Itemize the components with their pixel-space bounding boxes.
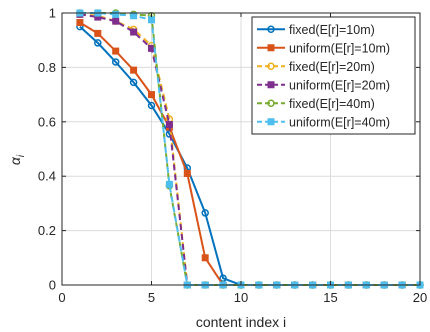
data-point — [201, 254, 209, 262]
tick-labels: 0 5 10 15 20 0 0.2 0.4 0.6 0.8 1 — [38, 6, 427, 306]
legend-label: fixed(E[r]=10m) — [289, 23, 375, 37]
y-tick-label: 0.4 — [38, 169, 56, 184]
data-point — [111, 58, 120, 66]
x-axis-label: content index i — [196, 314, 286, 330]
data-point — [267, 81, 275, 89]
data-point — [183, 169, 191, 177]
y-axis-label: αi — [7, 154, 27, 165]
x-tick-label: 0 — [58, 290, 65, 305]
data-point — [112, 10, 120, 18]
data-point — [130, 12, 138, 20]
data-point — [165, 180, 173, 188]
data-point — [76, 19, 84, 27]
legend-box — [251, 16, 416, 135]
data-point — [165, 121, 173, 129]
data-point — [94, 29, 102, 37]
y-tick-label: 0.6 — [38, 114, 56, 129]
y-tick-label: 0 — [49, 278, 56, 293]
legend-label: fixed(E[r]=20m) — [289, 60, 375, 74]
x-tick-label: 20 — [413, 290, 427, 305]
data-point — [267, 118, 275, 126]
data-point — [112, 47, 120, 55]
data-point — [94, 39, 102, 47]
legend-item: uniform(E[r]=10m) — [257, 41, 390, 55]
data-point — [130, 66, 138, 74]
x-tick-label: 10 — [234, 290, 248, 305]
legend-item: fixed(E[r]=40m) — [257, 97, 375, 111]
data-point — [148, 91, 155, 99]
data-point — [148, 16, 155, 24]
data-point — [267, 44, 275, 52]
legend-label: uniform(E[r]=40m) — [289, 115, 390, 129]
data-point — [267, 99, 275, 107]
data-point — [267, 62, 275, 70]
y-tick-label: 1 — [49, 6, 56, 21]
legend-item: fixed(E[r]=10m) — [257, 23, 375, 37]
legend-label: uniform(E[r]=10m) — [289, 41, 390, 55]
legend-item: fixed(E[r]=20m) — [257, 60, 375, 74]
legend-label: uniform(E[r]=20m) — [289, 78, 390, 92]
y-tick-label: 0.8 — [38, 60, 56, 75]
legend-item: uniform(E[r]=40m) — [257, 115, 390, 129]
data-point — [219, 274, 227, 282]
data-point — [201, 209, 209, 217]
x-tick-label: 5 — [148, 290, 155, 305]
data-point — [267, 25, 275, 33]
data-point — [130, 28, 138, 36]
legend: fixed(E[r]=10m) uniform(E[r]=10m) fixed(E[… — [251, 16, 416, 135]
data-point — [147, 101, 156, 110]
legend-label: fixed(E[r]=40m) — [289, 97, 375, 111]
data-point — [129, 78, 138, 87]
legend-item: uniform(E[r]=20m) — [257, 78, 390, 92]
y-tick-label: 0.2 — [38, 223, 56, 238]
data-point — [112, 17, 120, 25]
x-tick-label: 15 — [323, 290, 337, 305]
axis-ticks — [61, 12, 421, 286]
